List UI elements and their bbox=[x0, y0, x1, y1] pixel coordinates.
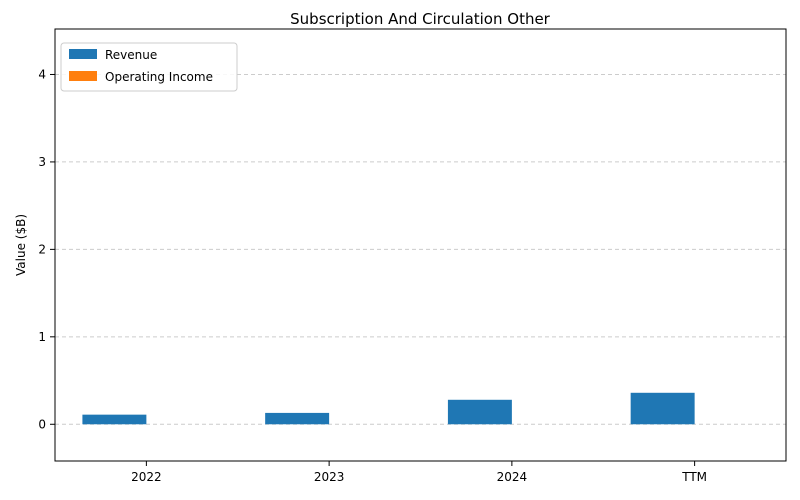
y-tick-label: 0 bbox=[38, 417, 46, 431]
bar-revenue-2023 bbox=[265, 412, 330, 425]
y-tick-label: 3 bbox=[38, 155, 46, 169]
chart-title: Subscription And Circulation Other bbox=[290, 10, 551, 28]
legend-box bbox=[60, 42, 238, 92]
legend-swatch-revenue bbox=[69, 49, 97, 59]
bar-revenue-ttm bbox=[630, 392, 695, 425]
gridlines bbox=[55, 73, 786, 425]
y-tick-label: 1 bbox=[38, 330, 46, 344]
x-tick-label: TTM bbox=[681, 470, 707, 484]
y-tick-label: 4 bbox=[38, 67, 46, 81]
bars bbox=[82, 392, 695, 425]
plot-frame bbox=[54, 28, 787, 462]
legend-label-revenue: Revenue bbox=[105, 48, 157, 62]
legend-swatch-operating-income bbox=[69, 71, 97, 81]
x-axis-ticks: 2022 2023 2024 TTM bbox=[131, 461, 707, 484]
legend-label-operating-income: Operating Income bbox=[105, 70, 213, 84]
x-tick-label: 2024 bbox=[497, 470, 528, 484]
bar-revenue-2022 bbox=[82, 414, 147, 425]
bar-revenue-2024 bbox=[447, 399, 512, 425]
legend: Revenue Operating Income bbox=[60, 42, 238, 92]
y-axis-label: Value ($B) bbox=[14, 214, 28, 276]
x-tick-label: 2022 bbox=[131, 470, 162, 484]
y-tick-label: 2 bbox=[38, 242, 46, 256]
x-tick-label: 2023 bbox=[314, 470, 345, 484]
y-axis-ticks: 0 1 2 3 4 bbox=[38, 67, 55, 431]
